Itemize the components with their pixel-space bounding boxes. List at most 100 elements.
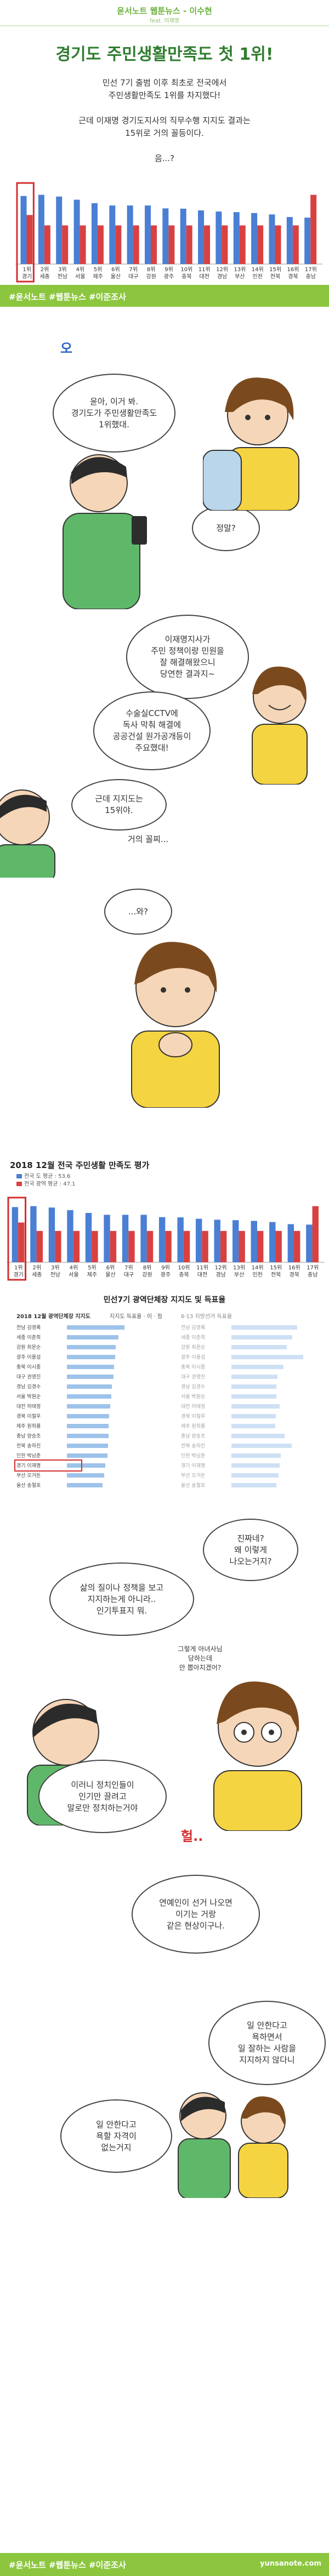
woman-shocked-illustration xyxy=(213,1681,302,1831)
series-subtitle: feat. 이재명 xyxy=(150,18,179,24)
speech-bubble: 정말? xyxy=(192,505,260,551)
ranking-bar xyxy=(231,1345,287,1349)
ranking-row: 대구 권영진 xyxy=(16,1372,159,1382)
ranking-label: 인천 박남춘 xyxy=(16,1453,41,1459)
category-label: 대구 xyxy=(128,273,138,280)
ranking-bar xyxy=(67,1335,119,1339)
left-ranking-list: 전남 김영록 세종 이춘희 강원 최문순 광주 이용섭 충북 이시종 대구 권영진 경남 김… xyxy=(16,1323,159,1490)
ranking-bar xyxy=(67,1345,116,1349)
left-ranking-title: 2018 12월 광역단체장 지지도 xyxy=(16,1314,90,1320)
chart-title: 2018 12월 전국 주민생활 만족도 평가 xyxy=(10,1160,150,1170)
category-label: 울산 xyxy=(105,1272,115,1278)
category-label: 강원 xyxy=(146,273,156,280)
ranking-label: 대전 허태정 xyxy=(16,1404,41,1410)
category-label: 경기 xyxy=(14,1271,24,1278)
ranking-label: 울산 송철호 xyxy=(181,1483,206,1489)
woman-smiling-illustration xyxy=(252,666,308,785)
ranking-bar xyxy=(231,1463,280,1468)
hashtag-bar: #윤서노트 #웹툰뉴스 #이준조사 xyxy=(0,285,329,307)
ranking-label: 강원 최문순 xyxy=(16,1345,41,1350)
ranking-row: 강원 최문순 xyxy=(16,1342,159,1352)
category-label: 8위 xyxy=(143,1264,152,1271)
category-label: 13위 xyxy=(234,266,246,273)
bar-secondary xyxy=(257,1230,264,1262)
bar-primary xyxy=(215,211,222,264)
ranking-row: 울산 송철호 xyxy=(181,1480,313,1490)
bar-primary xyxy=(198,210,205,264)
bar-secondary xyxy=(18,1222,25,1262)
legend-label: 전국 광역 평균 : 47.1 xyxy=(24,1181,76,1187)
ranking-label: 전북 송하진 xyxy=(16,1444,41,1449)
ranking-bar xyxy=(67,1404,110,1409)
free-text: 거의 꼴찌... xyxy=(127,834,169,844)
category-label: 4위 xyxy=(76,266,84,273)
ranking-label: 부산 오거돈 xyxy=(16,1473,41,1479)
category-label: 경기 xyxy=(22,273,32,280)
bar-primary xyxy=(304,217,311,264)
category-label: 부산 xyxy=(235,273,245,280)
intro-text: 민선 7기 출범 이후 최초로 전국에서 주민생활만족도 1위를 차지했다! 근… xyxy=(0,77,329,165)
category-label: 5위 xyxy=(88,1264,97,1271)
ranking-bar xyxy=(231,1483,277,1487)
ranking-row: 제주 원희룡 xyxy=(16,1421,159,1431)
bar-secondary xyxy=(292,225,299,264)
bar-secondary xyxy=(128,1230,135,1262)
speech-bubble: 진짜네? 왜 이렇게 나오는거지? xyxy=(203,1519,298,1581)
bar-secondary xyxy=(55,1230,61,1262)
category-label: 충남 xyxy=(308,1272,317,1278)
category-label: 9위 xyxy=(161,1264,170,1271)
ranking-row: 충북 이시종 xyxy=(16,1362,159,1372)
ranking-bar xyxy=(231,1414,276,1418)
ranking-bar xyxy=(67,1463,105,1468)
ranking-label: 충남 양승조 xyxy=(181,1434,206,1439)
bar-secondary xyxy=(146,1230,154,1262)
bar-secondary xyxy=(73,1230,80,1262)
bar-secondary xyxy=(151,225,157,264)
ranking-label: 경북 이철우 xyxy=(16,1414,41,1419)
bar-primary xyxy=(127,205,133,264)
ranking-row: 충남 양승조 xyxy=(181,1431,313,1441)
speech-bubble: 연예인이 선거 나오면 이기는 거랑 같은 현상이구나. xyxy=(132,1875,260,1954)
bar-primary xyxy=(158,1217,166,1262)
ranking-row: 부산 오거돈 xyxy=(16,1470,159,1480)
ranking-bar xyxy=(231,1424,276,1428)
hashtag-text: #윤서노트 #웹툰뉴스 #이준조사 xyxy=(9,292,126,302)
bar-secondary xyxy=(220,1230,227,1262)
bar-primary xyxy=(91,203,98,264)
ranking-label: 대전 허태정 xyxy=(181,1404,206,1410)
category-label: 경북 xyxy=(288,273,298,280)
sound-effect-heol: 헐.. xyxy=(181,1829,203,1844)
bar-secondary xyxy=(110,1230,117,1262)
bar-primary xyxy=(104,1215,110,1262)
category-label: 16위 xyxy=(287,266,299,273)
bar-secondary xyxy=(257,225,264,264)
sound-effect-oh: 오 xyxy=(60,341,73,356)
ranking-bar xyxy=(67,1434,109,1438)
ranking-row: 충남 양승조 xyxy=(16,1431,159,1441)
woman-illustration xyxy=(203,377,299,511)
bar-primary xyxy=(287,1224,294,1262)
category-label: 경북 xyxy=(290,1271,299,1278)
panel-headline: 경기도 주민생활만족도 첫 1위! 민선 7기 출범 이후 최초로 전국에서 주… xyxy=(0,26,329,284)
bar-primary xyxy=(195,1218,202,1262)
ranking-bar xyxy=(231,1375,277,1379)
category-label: 서울 xyxy=(75,273,85,280)
speech-bubble: 이재명지사가 주민 정책이랑 민원을 잘 해결해왔으니 당연한 결과지~ xyxy=(126,615,249,699)
bar-primary xyxy=(286,217,293,264)
category-label: 충남 xyxy=(306,273,316,280)
bar-primary xyxy=(38,194,44,264)
panel-conversation-1: 오 윤아, 이거 봐. 경기도가 주민생활만족도 1위했대. 정말? 이재명지사… xyxy=(0,308,329,878)
category-label: 11위 xyxy=(198,266,211,273)
hashtag-text: #윤서노트 #웹툰뉴스 #이준조사 xyxy=(9,2560,126,2570)
ranking-label: 울산 송철호 xyxy=(16,1483,41,1489)
footer-bar: #윤서노트 #웹툰뉴스 #이준조사 yunsanote.com xyxy=(0,2553,329,2576)
category-label: 12위 xyxy=(216,266,228,273)
ranking-row: 전북 송하진 xyxy=(16,1441,159,1451)
category-label: 대구 xyxy=(124,1272,134,1278)
category-label: 부산 xyxy=(234,1272,244,1278)
category-label: 17위 xyxy=(305,266,317,273)
bar-primary xyxy=(140,1215,147,1262)
category-label: 서울 xyxy=(69,1272,78,1278)
bar-primary xyxy=(177,1217,184,1262)
ranking-bar xyxy=(231,1384,277,1389)
